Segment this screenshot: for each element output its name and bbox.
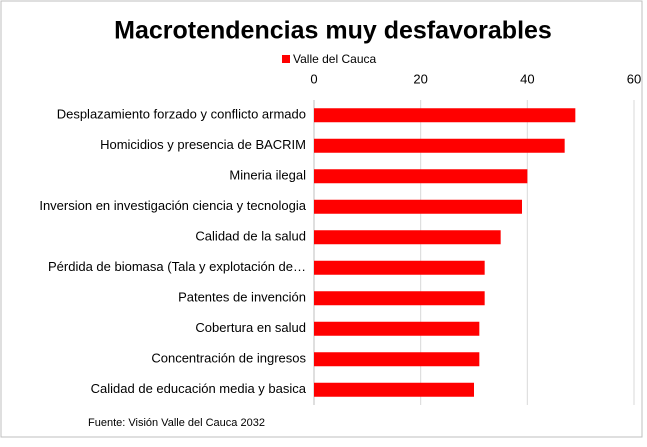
bar: [314, 230, 501, 245]
x-tick-label: 0: [310, 71, 317, 86]
x-tick-label: 60: [627, 71, 641, 86]
chart-border: [0, 0, 643, 438]
y-tick-label: Inversion en investigación ciencia y tec…: [39, 198, 306, 213]
y-tick-label: Mineria ilegal: [229, 168, 306, 183]
y-tick-label: Pérdida de biomasa (Tala y explotación d…: [48, 259, 306, 274]
y-tick-label: Calidad de educación media y basica: [91, 381, 307, 396]
bar: [314, 321, 480, 336]
bar: [314, 199, 522, 214]
source-note: Fuente: Visión Valle del Cauca 2032: [88, 417, 265, 429]
y-tick-label: Patentes de invención: [178, 290, 306, 305]
y-tick-label: Desplazamiento forzado y conflicto armad…: [57, 107, 306, 122]
bar: [314, 108, 576, 123]
bar: [314, 382, 474, 397]
bar: [314, 169, 528, 184]
x-tick-label: 40: [520, 71, 534, 86]
bar: [314, 352, 480, 367]
bar: [314, 260, 485, 275]
chart-title: Macrotendencias muy desfavorables: [114, 17, 552, 45]
bar: [314, 138, 565, 153]
legend-swatch: [282, 55, 290, 63]
y-tick-label: Concentración de ingresos: [151, 351, 306, 366]
legend-label: Valle del Cauca: [293, 52, 376, 66]
y-tick-label: Calidad de la salud: [195, 229, 306, 244]
x-tick-label: 20: [413, 71, 427, 86]
y-tick-label: Cobertura en salud: [195, 320, 306, 335]
y-tick-label: Homicidios y presencia de BACRIM: [100, 137, 306, 152]
bar: [314, 291, 485, 306]
